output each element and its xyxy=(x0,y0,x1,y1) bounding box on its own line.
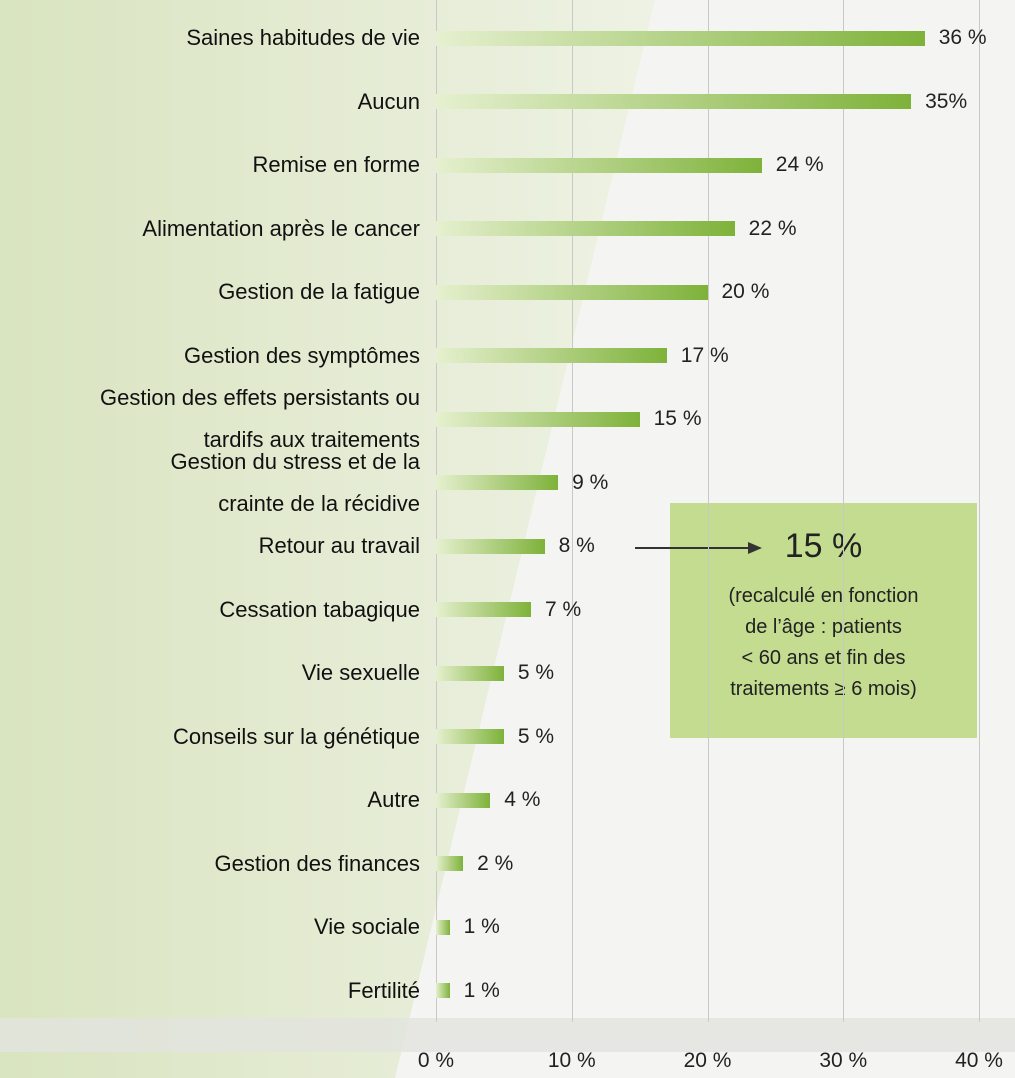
bar xyxy=(436,284,708,300)
bar xyxy=(436,983,450,999)
value-label: 20 % xyxy=(721,280,770,304)
category-label: Gestion du stress et de la crainte de la… xyxy=(170,448,420,516)
grid-line xyxy=(436,0,437,1022)
value-label: 35% xyxy=(925,89,968,113)
category-label: Gestion des finances xyxy=(214,850,420,876)
value-label: 5 % xyxy=(517,661,555,685)
x-tick-label: 20 % xyxy=(683,1049,732,1072)
bar xyxy=(436,348,667,364)
category-label: Fertilité xyxy=(347,977,420,1003)
value-label: 36 % xyxy=(938,26,987,49)
bar xyxy=(436,157,762,173)
category-label: Gestion des symptômes xyxy=(184,342,420,368)
value-label: 9 % xyxy=(572,470,609,494)
grid-line xyxy=(571,0,573,1022)
bar xyxy=(436,602,532,618)
bar xyxy=(436,919,450,935)
category-label: Alimentation après le cancer xyxy=(142,215,420,241)
arrow xyxy=(635,542,762,554)
value-label: 4 % xyxy=(504,788,541,812)
category-label: Aucun xyxy=(357,88,420,114)
bar xyxy=(436,729,504,745)
annotation-note: (recalculé en fonction de l’âge : patien… xyxy=(728,585,919,700)
x-tick-label: 40 % xyxy=(955,1049,1003,1072)
value-label: 1 % xyxy=(463,978,500,1002)
x-tick-label: 10 % xyxy=(547,1049,596,1072)
value-label: 8 % xyxy=(558,534,595,558)
category-label: Gestion de la fatigue xyxy=(218,279,420,305)
category-label: Gestion des effets persistants ou tardif… xyxy=(100,385,420,453)
bar xyxy=(436,792,491,808)
bar xyxy=(436,30,925,46)
x-tick-label: 0 % xyxy=(417,1049,455,1072)
value-label: 17 % xyxy=(680,343,729,367)
grid-line xyxy=(707,0,709,1022)
category-label: Cessation tabagique xyxy=(219,596,420,622)
bar xyxy=(436,665,504,681)
grid-line xyxy=(979,0,980,1022)
value-label: 15 % xyxy=(653,407,702,431)
annotation-value: 15 % xyxy=(784,527,863,565)
value-label: 7 % xyxy=(545,597,582,621)
category-label: Vie sociale xyxy=(314,914,420,940)
bar xyxy=(436,411,640,427)
category-label: Remise en forme xyxy=(252,152,420,178)
category-label: Retour au travail xyxy=(258,533,420,559)
value-label: 22 % xyxy=(748,216,797,240)
bar xyxy=(436,475,559,491)
bar xyxy=(436,856,464,872)
value-label: 5 % xyxy=(517,724,555,748)
value-label: 2 % xyxy=(477,851,514,875)
bar xyxy=(436,94,912,110)
x-tick-label: 30 % xyxy=(819,1049,868,1072)
value-label: 24 % xyxy=(775,153,824,177)
bar xyxy=(436,221,735,237)
value-label: 1 % xyxy=(463,915,500,939)
category-label: Vie sexuelle xyxy=(301,660,420,686)
bar xyxy=(436,538,545,554)
category-label: Saines habitudes de vie xyxy=(186,25,420,50)
category-label: Autre xyxy=(367,787,420,813)
annotation-box xyxy=(670,503,977,738)
category-label: Conseils sur la génétique xyxy=(172,723,420,749)
grid-line xyxy=(843,0,845,1022)
